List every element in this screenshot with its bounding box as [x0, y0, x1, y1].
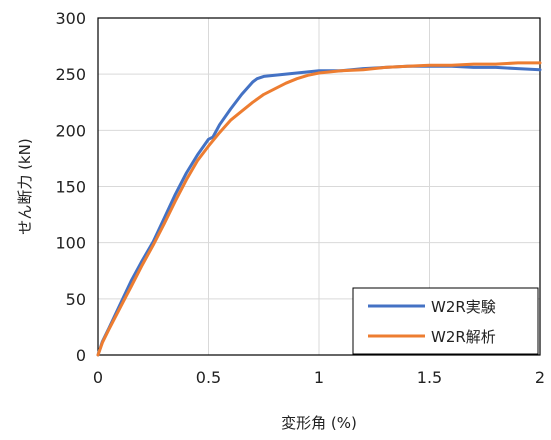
- x-tick-label: 2: [535, 368, 545, 387]
- y-tick-label: 100: [55, 234, 86, 253]
- legend: W2R実験 W2R解析: [352, 287, 539, 355]
- legend-label-w2r-analysis: W2R解析: [431, 328, 496, 346]
- series-line-w2r-analysis: [96, 61, 542, 357]
- x-axis-label: 変形角 (%): [281, 414, 357, 432]
- x-tick-label: 0: [93, 368, 103, 387]
- y-axis-label: せん断力 (kN): [16, 138, 34, 234]
- legend-box: [352, 287, 539, 355]
- grid: [98, 18, 540, 355]
- y-tick-label: 150: [55, 178, 86, 197]
- y-tick-label: 250: [55, 65, 86, 84]
- x-tick-label: 1: [314, 368, 324, 387]
- y-tick-label: 0: [76, 346, 86, 365]
- tick-labels: 0 0.5 1 1.5 2 0 50 100 150 200 250 300: [55, 9, 545, 387]
- plot-area-border: [97, 17, 541, 356]
- legend-label-w2r-experiment: W2R実験: [431, 298, 496, 316]
- y-tick-label: 200: [55, 121, 86, 140]
- series-layer: [96, 61, 542, 357]
- x-tick-label: 1.5: [417, 368, 442, 387]
- y-tick-label: 300: [55, 9, 86, 28]
- y-tick-label: 50: [66, 290, 86, 309]
- x-tick-label: 0.5: [196, 368, 221, 387]
